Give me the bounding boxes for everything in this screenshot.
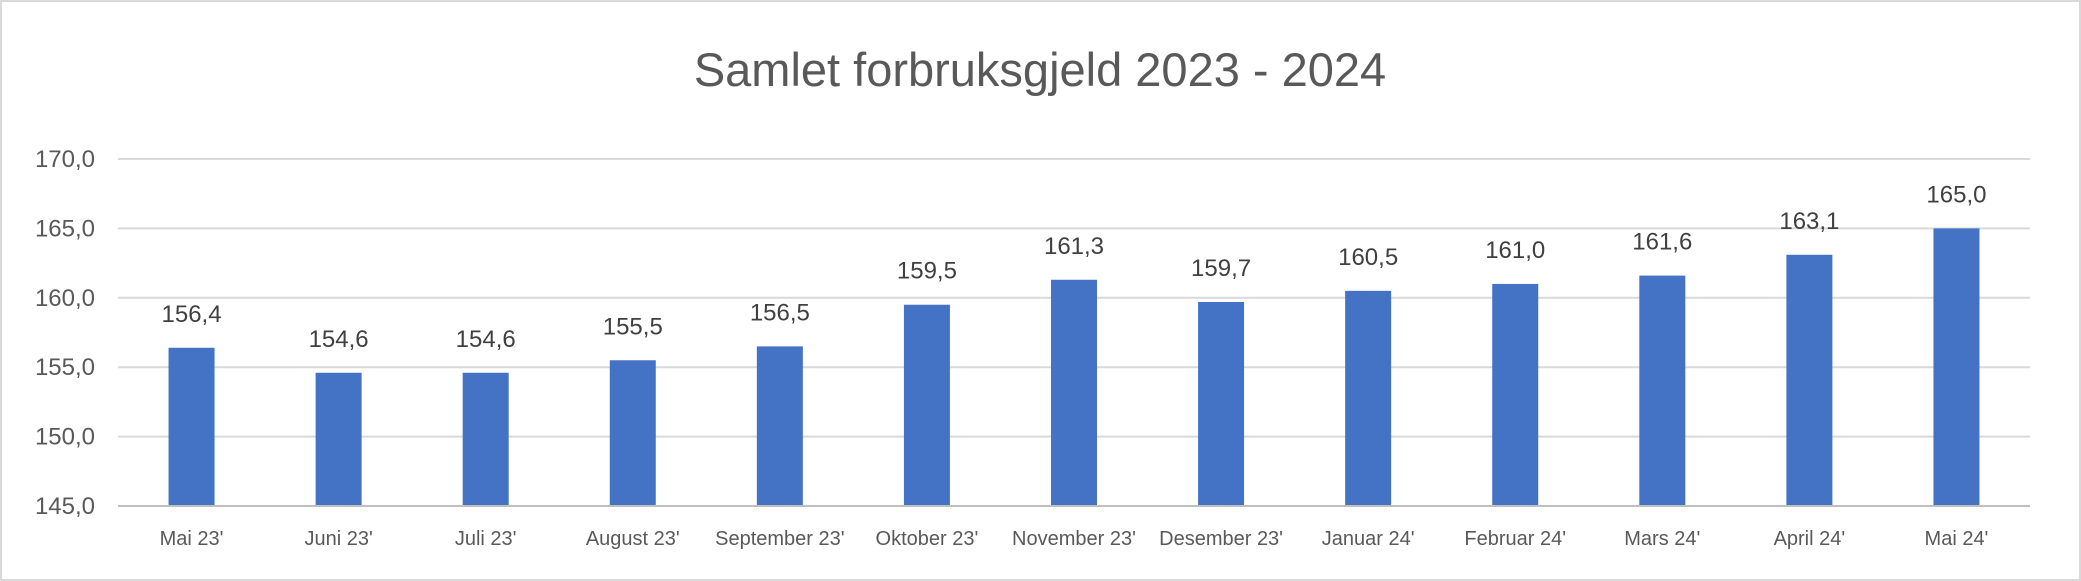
y-axis-ticks: 145,0 150,0 155,0 160,0 165,0 170,0 [35,146,95,520]
x-tick-label: Mai 23' [160,528,224,550]
data-label: 161,6 [1632,229,1692,256]
bars [168,228,1980,506]
bar [1198,301,1245,506]
y-tick-label: 170,0 [35,146,95,173]
bar [315,372,362,506]
x-tick-label: Mars 24' [1624,528,1700,550]
data-labels: 156,4 154,6 154,6 155,5 156,5 159,5 161,3 159,7… [162,181,1987,352]
x-tick-label: April 24' [1774,528,1846,550]
bar [168,347,215,506]
chart-title: Samlet forbruksgjeld 2023 - 2024 [694,43,1386,96]
x-tick-label: Januar 24' [1322,528,1415,550]
bar [1345,290,1392,506]
data-label: 154,6 [309,326,369,353]
data-label: 159,5 [897,258,957,285]
x-tick-label: September 23' [715,528,844,550]
x-tick-label: November 23' [1012,528,1136,550]
y-tick-label: 165,0 [35,215,95,242]
bar [1933,228,1980,506]
data-label: 165,0 [1926,181,1986,208]
data-label: 155,5 [603,313,663,340]
x-tick-label: Juli 23' [455,528,517,550]
x-tick-label: Juni 23' [304,528,372,550]
bar [1051,279,1097,506]
data-label: 163,1 [1779,208,1839,235]
data-label: 156,4 [162,301,222,328]
x-tick-label: Mai 24' [1925,528,1989,550]
data-label: 161,0 [1485,237,1545,264]
data-label: 160,5 [1338,244,1398,271]
x-tick-label: Oktober 23' [876,528,979,550]
bar [609,360,656,506]
x-axis-ticks: Mai 23' Juni 23' Juli 23' August 23' Septemb… [160,528,1989,550]
y-tick-label: 150,0 [35,424,95,451]
bar [1786,254,1833,506]
data-label: 161,3 [1044,233,1104,260]
data-label: 159,7 [1191,255,1251,282]
x-tick-label: August 23' [586,528,680,550]
data-label: 154,6 [456,326,516,353]
data-label: 156,5 [750,299,810,326]
bar [1492,283,1539,506]
bar [462,372,509,506]
bar [903,304,950,506]
x-tick-label: Februar 24' [1464,528,1566,550]
y-tick-label: 160,0 [35,285,95,312]
bar [756,346,803,506]
y-tick-label: 155,0 [35,354,95,381]
bar [1639,275,1686,506]
y-tick-label: 145,0 [35,493,95,520]
x-tick-label: Desember 23' [1159,528,1283,550]
